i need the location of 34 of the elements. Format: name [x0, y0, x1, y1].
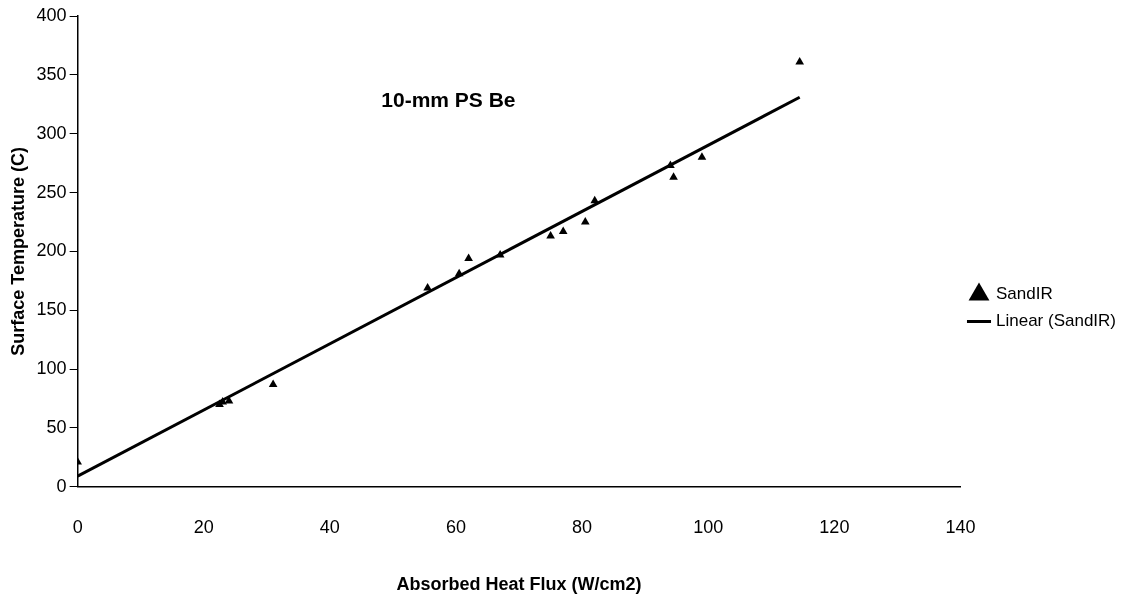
- y-tick-label: 350: [36, 63, 67, 84]
- point: [697, 152, 707, 160]
- x-axis-title: Absorbed Heat Flux (W/cm2): [396, 574, 642, 595]
- point: [464, 253, 473, 261]
- point: [546, 231, 555, 239]
- point: [669, 172, 678, 180]
- x-tick-label: 80: [572, 516, 593, 537]
- legend-label: Linear (SandIR): [996, 311, 1117, 331]
- legend-label: SandIR: [996, 284, 1053, 304]
- y-tick-label: 400: [36, 4, 67, 25]
- y-tick-label: 50: [46, 416, 67, 437]
- x-tick-label: 140: [945, 516, 976, 537]
- y-tick-label: 300: [36, 122, 67, 143]
- y-tick-label: 200: [36, 240, 67, 261]
- point: [454, 268, 464, 277]
- y-axis-title: Surface Temperature (C): [7, 147, 28, 356]
- x-tick-label: 20: [193, 516, 214, 537]
- point: [580, 216, 590, 225]
- y-tick-label: 0: [56, 475, 67, 496]
- x-tick-label: 40: [319, 516, 340, 537]
- y-tick-label: 250: [36, 181, 67, 202]
- point: [268, 379, 278, 387]
- point: [666, 160, 675, 168]
- x-tick-label: 120: [819, 516, 850, 537]
- y-tick-label: 150: [36, 299, 67, 320]
- x-tick-label: 60: [445, 516, 467, 537]
- point: [495, 249, 505, 258]
- point: [795, 56, 805, 65]
- point: [558, 226, 568, 234]
- y-tick-label: 100: [36, 358, 67, 379]
- point: [423, 282, 432, 291]
- x-tick-label: 0: [72, 516, 83, 537]
- annotation: 10-mm PS Be: [381, 87, 516, 111]
- x-tick-label: 100: [693, 516, 724, 537]
